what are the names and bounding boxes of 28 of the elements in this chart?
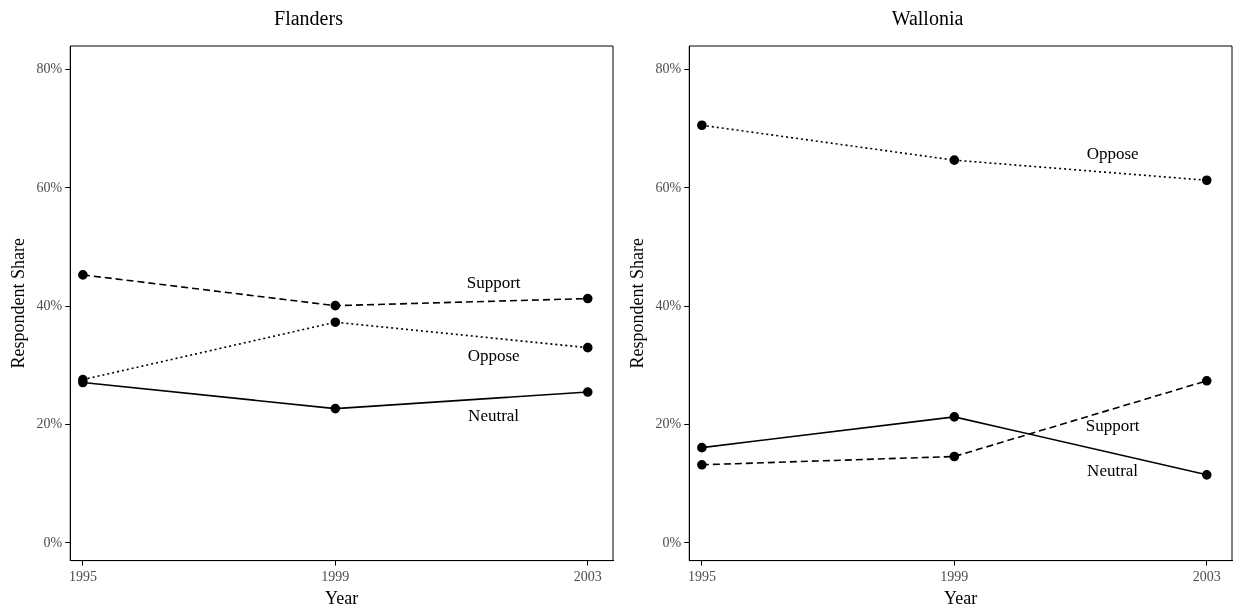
x-tick-label: 1995 bbox=[687, 568, 716, 584]
series-label: Oppose bbox=[1086, 144, 1139, 164]
y-axis-title: Respondent Share bbox=[626, 238, 647, 369]
series-label: Neutral bbox=[468, 405, 520, 425]
y-tick-label: 80% bbox=[36, 61, 63, 77]
x-tick-label: 2003 bbox=[573, 568, 602, 584]
y-axis-title: Respondent Share bbox=[7, 238, 28, 369]
x-tick-label: 1999 bbox=[940, 568, 969, 584]
chart-title: Flanders bbox=[274, 7, 344, 30]
y-tick-label: 20% bbox=[655, 416, 682, 432]
y-tick-label: 40% bbox=[36, 297, 63, 313]
y-tick-label: 0% bbox=[662, 534, 682, 550]
series-label: Neutral bbox=[1087, 460, 1139, 480]
y-tick-label: 40% bbox=[655, 297, 682, 313]
x-tick-label: 1995 bbox=[68, 568, 97, 584]
x-axis-title: Year bbox=[944, 587, 978, 608]
x-tick-label: 1999 bbox=[321, 568, 350, 584]
y-tick-label: 80% bbox=[655, 61, 682, 77]
y-tick-label: 60% bbox=[655, 179, 682, 195]
y-tick-label: 20% bbox=[36, 416, 63, 432]
y-tick-label: 60% bbox=[36, 179, 63, 195]
chart-title: Wallonia bbox=[891, 7, 964, 30]
series-label: Support bbox=[1085, 416, 1140, 436]
series-label: Support bbox=[466, 272, 521, 292]
y-tick-label: 0% bbox=[43, 534, 63, 550]
x-axis-title: Year bbox=[325, 587, 359, 608]
x-tick-label: 2003 bbox=[1192, 568, 1221, 584]
series-label: Oppose bbox=[467, 345, 520, 365]
